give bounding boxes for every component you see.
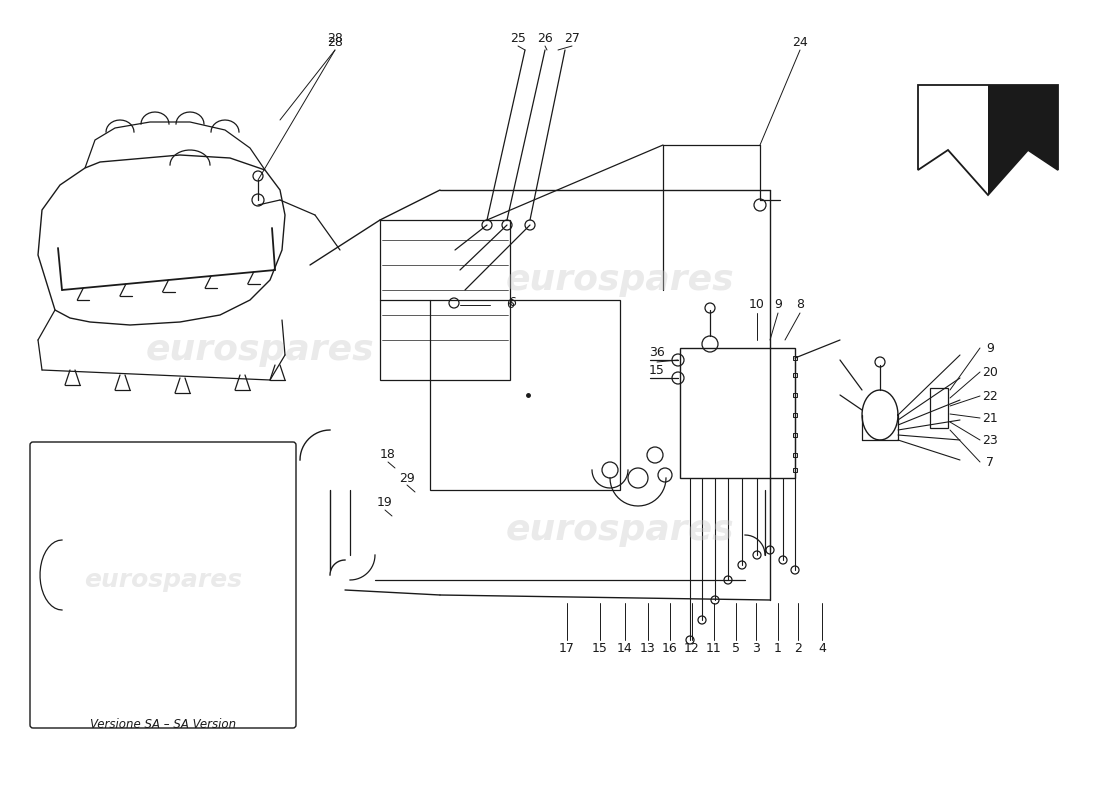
Text: 33: 33 <box>40 703 56 717</box>
Text: 19: 19 <box>377 497 393 510</box>
Text: 31: 31 <box>98 457 114 470</box>
Text: 5: 5 <box>732 642 740 654</box>
Text: 31: 31 <box>66 703 81 717</box>
Text: 9: 9 <box>986 342 994 354</box>
Text: 7: 7 <box>986 455 994 469</box>
Text: 3: 3 <box>752 642 760 654</box>
Text: 27: 27 <box>564 31 580 45</box>
Bar <box>379 220 510 380</box>
Text: 15: 15 <box>592 642 608 654</box>
Polygon shape <box>918 85 1058 195</box>
Bar <box>118 498 223 598</box>
Text: 34: 34 <box>150 703 166 717</box>
Polygon shape <box>988 85 1058 195</box>
Text: 4: 4 <box>818 642 826 654</box>
Text: 16: 16 <box>662 642 678 654</box>
Text: 29: 29 <box>399 471 415 485</box>
Text: 26: 26 <box>537 31 553 45</box>
Text: 13: 13 <box>640 642 656 654</box>
Text: 35: 35 <box>122 703 138 717</box>
Text: 20: 20 <box>982 366 998 378</box>
Text: 30: 30 <box>125 457 141 470</box>
Text: eurospares: eurospares <box>506 263 735 297</box>
Bar <box>930 388 948 428</box>
Bar <box>430 300 620 490</box>
Text: 24: 24 <box>792 35 807 49</box>
Text: 17: 17 <box>70 457 86 470</box>
Text: 6: 6 <box>506 298 514 311</box>
FancyBboxPatch shape <box>30 442 296 728</box>
Text: 17: 17 <box>559 642 575 654</box>
Text: 25: 25 <box>510 31 526 45</box>
Text: 14: 14 <box>617 642 632 654</box>
Text: 23: 23 <box>982 434 998 446</box>
Text: 21: 21 <box>982 411 998 425</box>
Text: 10: 10 <box>749 298 764 311</box>
Text: eurospares: eurospares <box>145 333 374 367</box>
Text: 15: 15 <box>649 363 664 377</box>
Text: eurospares: eurospares <box>506 513 735 547</box>
Text: 8: 8 <box>251 490 258 503</box>
Text: 30: 30 <box>94 703 109 717</box>
Text: 11: 11 <box>706 642 722 654</box>
Text: 9: 9 <box>774 298 782 311</box>
Text: 6: 6 <box>508 297 516 310</box>
Text: 22: 22 <box>982 390 998 402</box>
Bar <box>680 348 795 478</box>
Text: Versione SA – SA Version: Versione SA – SA Version <box>90 718 236 731</box>
Text: 3: 3 <box>180 703 188 717</box>
Text: eurospares: eurospares <box>84 568 242 592</box>
Text: 2: 2 <box>794 642 802 654</box>
Text: 36: 36 <box>649 346 664 358</box>
Text: 32: 32 <box>44 457 59 470</box>
Text: 8: 8 <box>796 298 804 311</box>
Text: 28: 28 <box>327 31 343 45</box>
Text: 18: 18 <box>381 449 396 462</box>
Text: 1: 1 <box>774 642 782 654</box>
Text: 12: 12 <box>684 642 700 654</box>
Text: 28: 28 <box>327 35 343 49</box>
